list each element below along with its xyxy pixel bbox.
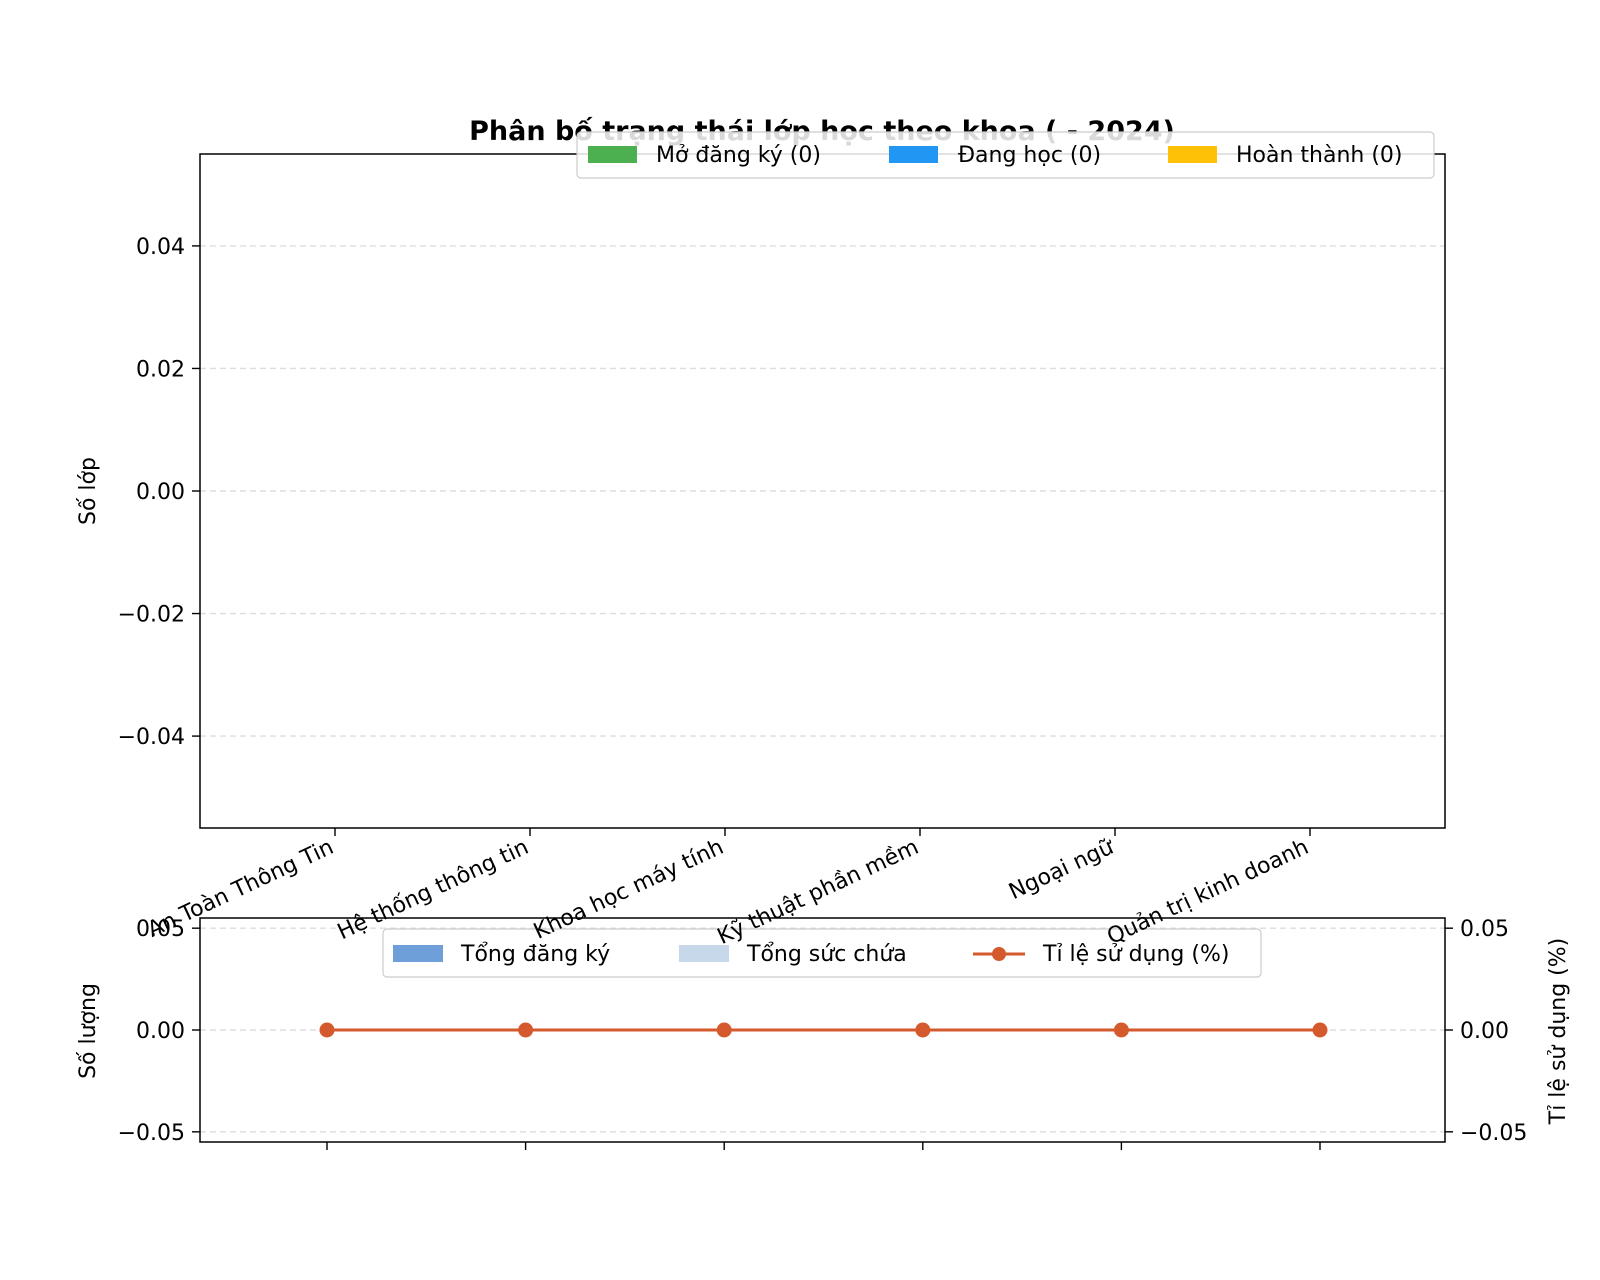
top-legend: Mở đăng ký (0) Đang học (0) Hoàn thành (… [576,131,1435,179]
legend-label-completed: Hoàn thành (0) [1236,143,1403,168]
bottom-y-tick-label: 0.05 [136,917,185,942]
usage-rate-point [518,1022,534,1038]
usage-rate-line [319,1022,1328,1038]
legend-swatch-studying [889,146,938,163]
top-y-tick-label: −0.04 [118,725,185,750]
bottom-y-axis-label: Số lượng [76,983,101,1079]
bottom-y2-axis-label: Tỉ lệ sử dụng (%) [1546,938,1571,1125]
legend-swatch-usage-marker [992,947,1006,961]
bottom-legend-frame [382,928,1262,978]
legend-label-total-capacity: Tổng sức chứa [746,942,907,967]
legend-swatch-total-capacity [679,945,729,962]
bottom-x-ticks [326,1142,1321,1150]
top-y-axis-label: Số lớp [76,457,101,525]
usage-rate-point [1312,1022,1328,1038]
bottom-y-tick-label: −0.05 [118,1121,185,1146]
top-y-tick-label: −0.02 [118,603,185,628]
top-x-ticks [334,828,1311,836]
legend-label-usage-rate: Tỉ lệ sử dụng (%) [1042,942,1229,967]
top-x-tick-label: Ngoại ngữ [1005,834,1118,905]
legend-label-studying: Đang học (0) [958,143,1101,168]
top-y-tick-label: 0.04 [136,235,185,260]
top-y-tick-label: 0.00 [136,480,185,505]
usage-rate-point [716,1022,732,1038]
bottom-y-ticks: 0.05 0.00 −0.05 [118,917,200,1146]
top-x-tick-label: Khoa học máy tính [530,835,728,945]
usage-rate-point [319,1022,335,1038]
legend-swatch-completed [1168,146,1217,163]
usage-rate-point [1113,1022,1129,1038]
top-x-tick-label: An Toàn Thông Tin [144,835,338,943]
bottom-y2-tick-label: −0.05 [1460,1121,1527,1146]
legend-swatch-open [588,146,637,163]
legend-swatch-total-registered [393,945,443,962]
bottom-y2-ticks: 0.05 0.00 −0.05 [1445,917,1527,1146]
usage-rate-point [915,1022,931,1038]
bottom-axes: 0.05 0.00 −0.05 0.05 0.00 −0.05 Số lượng Tỉ … [76,917,1571,1150]
top-legend-frame [576,131,1435,179]
top-gridlines [200,245,1445,737]
bottom-y2-tick-label: 0.00 [1460,1019,1509,1044]
top-axes: 0.04 0.02 0.00 −0.02 −0.04 Số lớp [76,153,1446,836]
top-y-tick-label: 0.02 [136,357,185,382]
bottom-y2-tick-label: 0.05 [1460,917,1509,942]
top-y-ticks: 0.04 0.02 0.00 −0.02 −0.04 [118,235,200,750]
legend-label-open: Mở đăng ký (0) [656,143,821,168]
bottom-legend: Tổng đăng ký Tổng sức chứa Tỉ lệ sử dụng… [382,928,1262,978]
bottom-y-tick-label: 0.00 [136,1019,185,1044]
legend-label-total-registered: Tổng đăng ký [460,942,610,967]
